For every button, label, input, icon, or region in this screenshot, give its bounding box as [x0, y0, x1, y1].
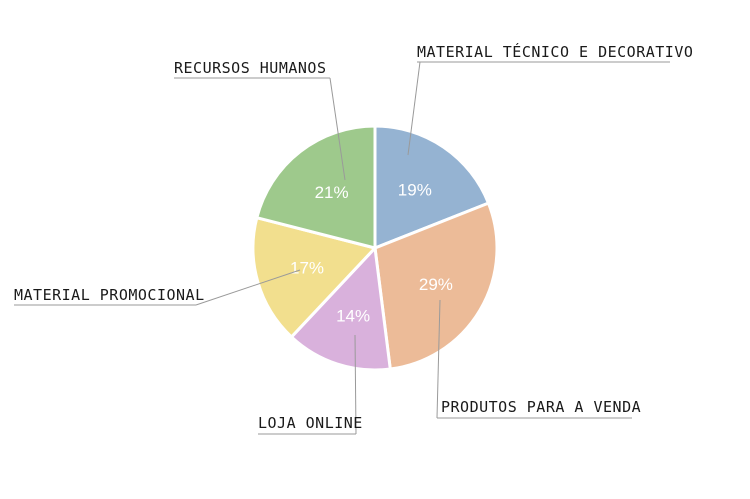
percent-label-recursos-humanos: 21%	[315, 183, 349, 202]
pie-slices	[251, 124, 499, 372]
slice-label-loja-online: LOJA ONLINE	[258, 414, 363, 432]
slice-label-produtos-para-a-venda: PRODUTOS PARA A VENDA	[441, 398, 641, 416]
percent-label-loja-online: 14%	[336, 306, 370, 325]
pie-slice-material-tecnico-e-decorativo	[373, 124, 490, 250]
percent-label-material-tecnico-e-decorativo: 19%	[398, 181, 432, 200]
leader-line-material-promocional	[195, 269, 301, 306]
percent-labels: 19% 29% 14% 17% 21%	[290, 181, 453, 326]
leader-line-produtos-para-a-venda	[436, 299, 441, 419]
slice-label-recursos-humanos: RECURSOS HUMANOS	[174, 59, 327, 77]
leader-line-loja-online	[354, 334, 357, 435]
pie-slice-produtos-para-a-venda	[373, 201, 499, 371]
pie-slice-loja-online	[289, 246, 392, 372]
slice-label-material-tecnico-e-decorativo: MATERIAL TÉCNICO E DECORATIVO	[417, 42, 693, 61]
leader-line-recursos-humanos	[329, 77, 346, 181]
pie-slice-material-promocional	[251, 216, 377, 339]
percent-label-material-promocional: 17%	[290, 259, 324, 278]
pie-slice-recursos-humanos	[255, 124, 377, 250]
leader-line-material-tecnico-e-decorativo	[407, 61, 421, 156]
slice-label-material-promocional: MATERIAL PROMOCIONAL	[14, 286, 205, 304]
leader-lines	[14, 61, 670, 435]
slice-labels: MATERIAL TÉCNICO E DECORATIVO PRODUTOS PA…	[14, 42, 693, 432]
percent-label-produtos-para-a-venda: 29%	[419, 275, 453, 294]
